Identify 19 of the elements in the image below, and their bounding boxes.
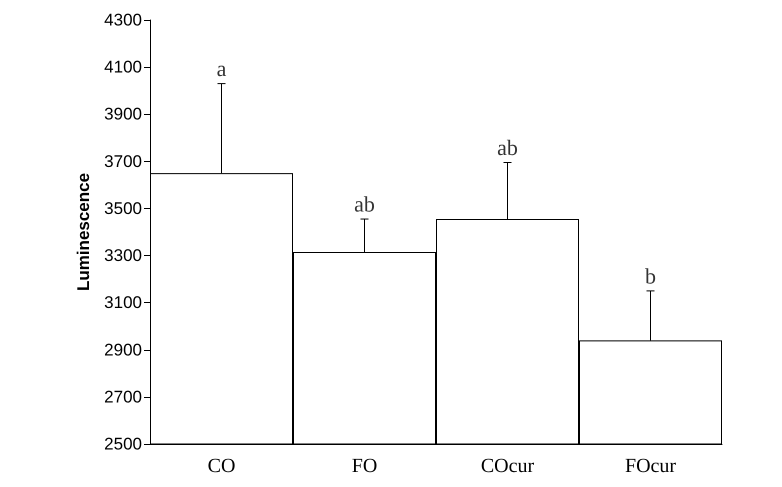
y-tick-label: 2500 bbox=[104, 434, 142, 454]
y-tick-label: 2900 bbox=[104, 340, 142, 360]
annotation: ab bbox=[354, 192, 375, 217]
x-tick-label: COcur bbox=[480, 455, 534, 477]
annotation: b bbox=[645, 263, 656, 288]
y-tick-label: 4100 bbox=[104, 58, 142, 77]
y-axis-title: Luminescence bbox=[74, 172, 93, 292]
y-tick-label: 3700 bbox=[104, 152, 142, 171]
annotation: a bbox=[216, 56, 227, 82]
x-tick-label: FOcur bbox=[624, 455, 676, 477]
x-tick-label: FO bbox=[352, 455, 378, 477]
x-tick-label: CO bbox=[208, 455, 236, 477]
annotation: ab bbox=[497, 135, 518, 160]
y-tick-label: 3100 bbox=[104, 293, 142, 312]
y-tick-label: 3300 bbox=[104, 246, 142, 266]
y-tick-label: 2700 bbox=[104, 387, 142, 406]
y-tick-label: 4300 bbox=[104, 10, 142, 30]
y-tick-label: 3500 bbox=[104, 198, 142, 218]
y-tick-label: 3900 bbox=[104, 104, 142, 124]
